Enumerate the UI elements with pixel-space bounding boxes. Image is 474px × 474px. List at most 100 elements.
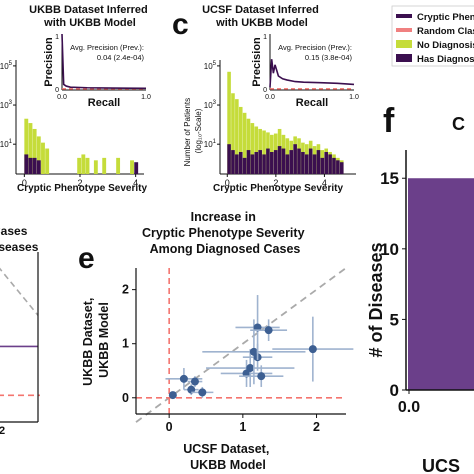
inset-y-tick-label: 0 bbox=[263, 87, 267, 94]
panel-e-point-marker bbox=[264, 326, 273, 335]
panel-c-ylabel-line2: (log₁₀-Scale) bbox=[194, 108, 203, 153]
bar-has-diagnosis bbox=[270, 151, 274, 174]
panel-c-ylabel: Number of Patients (log₁₀-Scale) bbox=[183, 96, 203, 167]
bar-no-diagnosis bbox=[130, 160, 134, 174]
panel-e-y-tick-label: 1 bbox=[122, 337, 129, 351]
bar-has-diagnosis bbox=[254, 151, 259, 174]
panel-e-point-marker bbox=[246, 364, 255, 373]
bar-has-diagnosis bbox=[227, 144, 231, 174]
panel-e-title: Increase in Cryptic Phenotype Severity A… bbox=[142, 210, 308, 256]
bar-has-diagnosis bbox=[305, 154, 309, 174]
inset-xlabel: Recall bbox=[88, 97, 120, 109]
bar-no-diagnosis bbox=[235, 99, 239, 174]
bar-no-diagnosis bbox=[85, 157, 90, 174]
bar-has-diagnosis bbox=[266, 148, 270, 174]
panel-d-plot: 2 bbox=[0, 252, 40, 437]
panel-c-letter: c bbox=[172, 8, 189, 41]
inset-y-tick-label: 1 bbox=[55, 34, 59, 41]
inset-y-tick-label: 0 bbox=[55, 87, 59, 94]
bar-no-diagnosis bbox=[238, 106, 243, 174]
bar-has-diagnosis bbox=[324, 151, 329, 174]
inset-background bbox=[62, 34, 146, 90]
bar-no-diagnosis bbox=[28, 123, 33, 174]
y-tick-label: 101 bbox=[204, 139, 217, 149]
legend-item: Has Diagnosis bbox=[396, 54, 474, 65]
legend-swatch bbox=[396, 54, 412, 62]
panel-c: c UCSF Dataset Inferred with UKBB Model … bbox=[172, 4, 359, 194]
panel-d: Cases iseases 2 bbox=[0, 224, 40, 437]
legend-label: Cryptic Phenotype bbox=[417, 12, 474, 23]
panel-e-point-marker bbox=[308, 345, 317, 354]
bar-has-diagnosis bbox=[316, 150, 321, 174]
bar-no-diagnosis bbox=[227, 71, 231, 174]
panel-b-title-line1: UKBB Dataset Inferred bbox=[29, 4, 148, 16]
bar-no-diagnosis bbox=[242, 112, 247, 174]
bar-has-diagnosis bbox=[246, 150, 251, 174]
bar-has-diagnosis bbox=[328, 154, 332, 174]
inset-precision-recall-curve bbox=[61, 33, 147, 90]
inset-annotation-line2: 0.15 (3.8e-04) bbox=[305, 53, 353, 62]
panel-e-x-tick-label: 1 bbox=[239, 420, 246, 434]
bar-no-diagnosis bbox=[262, 130, 266, 174]
inset-x-tick-label: 0.0 bbox=[265, 94, 275, 101]
panel-e-data-point bbox=[235, 295, 280, 360]
bar-has-diagnosis bbox=[262, 154, 266, 174]
y-tick-label: 105 bbox=[204, 61, 217, 71]
y-tick-label-base: 10 bbox=[204, 140, 213, 149]
y-tick-label: 101 bbox=[0, 139, 13, 149]
inset-annotation-line1: Avg. Precision (Prev.): bbox=[70, 43, 144, 52]
legend-item: No Diagnosis bbox=[396, 40, 474, 51]
panel-f-x-tick-label: 0.0 bbox=[398, 399, 420, 416]
bar-has-diagnosis bbox=[134, 162, 139, 174]
panel-e-data-point bbox=[187, 376, 203, 387]
bar-has-diagnosis bbox=[273, 150, 278, 174]
panel-f-y-tick-label: 10 bbox=[380, 240, 399, 259]
panel-c-title-line2: with UKBB Model bbox=[215, 17, 308, 29]
legend-swatch-line bbox=[396, 28, 412, 32]
panel-e-identity-line bbox=[135, 267, 347, 423]
bar-has-diagnosis bbox=[308, 148, 313, 174]
x-tick-label: 0 bbox=[225, 178, 230, 188]
bar-has-diagnosis bbox=[24, 154, 29, 174]
inset-annotation-line2: 0.04 (2.4e-04) bbox=[97, 53, 145, 62]
panel-e-letter: e bbox=[78, 242, 95, 275]
x-tick-label: 0 bbox=[22, 178, 27, 188]
bar-no-diagnosis bbox=[24, 118, 29, 174]
panel-c-bars bbox=[227, 71, 344, 174]
bar-no-diagnosis bbox=[250, 123, 255, 174]
bar-has-diagnosis bbox=[332, 157, 336, 174]
panel-f-y-tick-label: 5 bbox=[390, 310, 399, 329]
legend-item: Cryptic Phenotype bbox=[396, 12, 474, 23]
bar-has-diagnosis bbox=[235, 154, 239, 174]
panel-f-ylabel: # of Diseases bbox=[366, 242, 386, 357]
bar-has-diagnosis bbox=[32, 157, 37, 174]
bar-no-diagnosis bbox=[36, 136, 41, 174]
panel-f-xlabel-fragment: UCS bbox=[422, 456, 460, 474]
bar-has-diagnosis bbox=[339, 162, 344, 174]
inset-xlabel: Recall bbox=[296, 97, 328, 109]
panel-e-xlabel: UCSF Dataset, UKBB Model bbox=[183, 442, 273, 472]
panel-e: e Increase in Cryptic Phenotype Severity… bbox=[78, 210, 354, 472]
panel-e-ylabel-line1: UKBB Dataset, bbox=[81, 298, 95, 386]
bar-no-diagnosis bbox=[254, 126, 259, 174]
panel-f-plot: 0 5 10 15 0.0 bbox=[380, 150, 474, 416]
y-tick-label-exp: 3 bbox=[9, 100, 13, 106]
panel-e-data-point bbox=[206, 349, 295, 387]
panel-c-xlabel: Cryptic Phenotype Severity bbox=[213, 183, 343, 194]
bar-no-diagnosis bbox=[81, 154, 86, 174]
y-tick-label-base: 10 bbox=[0, 101, 9, 110]
legend-swatch bbox=[396, 40, 412, 48]
bar-no-diagnosis bbox=[246, 118, 251, 174]
inset-y-tick-label: 1 bbox=[263, 34, 267, 41]
panel-e-point-marker bbox=[168, 391, 177, 400]
y-tick-label-base: 10 bbox=[204, 101, 213, 110]
y-tick-label-exp: 1 bbox=[213, 139, 217, 145]
panel-e-point-marker bbox=[190, 377, 199, 386]
inset-annotation-line1: Avg. Precision (Prev.): bbox=[278, 43, 352, 52]
legend-label: Random Classifier bbox=[417, 26, 474, 37]
panel-e-point-marker bbox=[257, 372, 266, 381]
x-tick-label: 2 bbox=[273, 178, 278, 188]
bar-has-diagnosis bbox=[250, 154, 255, 174]
panel-f-title-fragment: C bbox=[452, 114, 465, 134]
x-tick-label: 4 bbox=[133, 178, 138, 188]
